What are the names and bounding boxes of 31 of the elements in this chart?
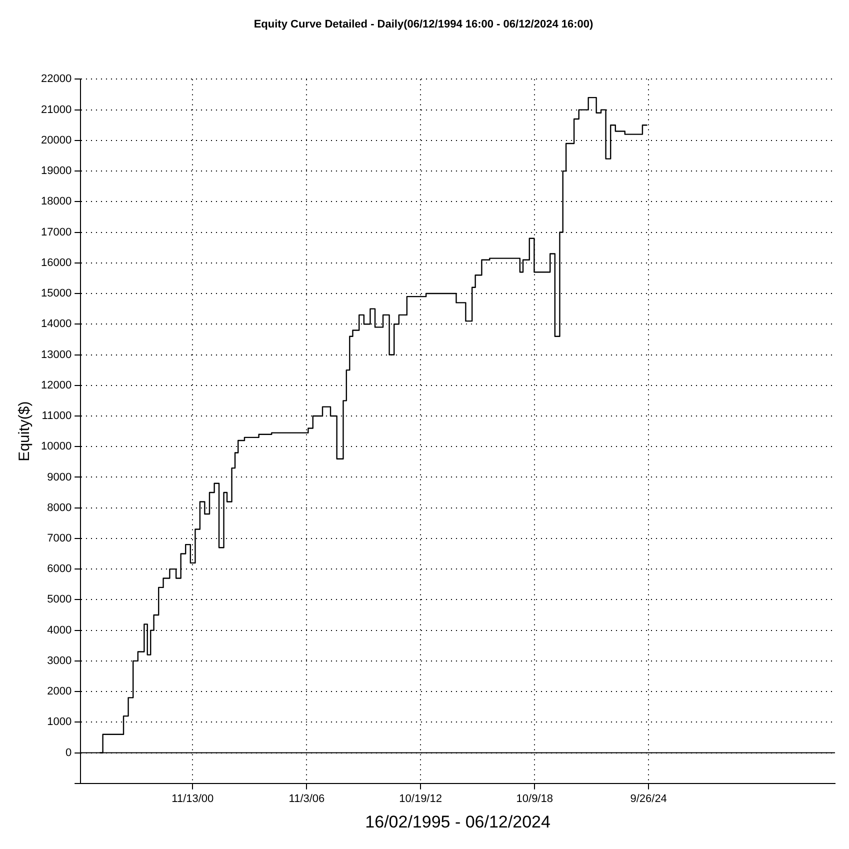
x-tick-label: 11/3/06: [288, 793, 325, 806]
x-tick-label: 11/13/00: [172, 793, 214, 806]
y-tick-label: 3000: [47, 654, 72, 667]
y-tick-label: 21000: [40, 104, 72, 116]
y-tick-label: 5000: [47, 594, 72, 606]
y-tick-label: 9000: [47, 471, 72, 484]
y-tick-label: 15000: [40, 288, 72, 300]
x-axis-title: 16/02/1995 - 06/12/2024: [365, 812, 550, 832]
x-tick-label: 10/9/18: [516, 793, 553, 806]
y-tick-label: 14000: [40, 318, 72, 330]
y-tick-label: 0: [65, 746, 72, 759]
y-tick-label: 19000: [40, 165, 72, 178]
y-tick-label: 6000: [47, 563, 72, 576]
y-tick-label: 13000: [40, 348, 72, 361]
y-axis-title: Equity($): [16, 401, 34, 462]
y-tick-label: 11000: [42, 410, 72, 422]
y-tick-label: 16000: [40, 256, 72, 269]
y-tick-label: 17000: [40, 226, 72, 238]
y-tick-label: 8000: [47, 502, 72, 514]
y-tick-label: 22000: [40, 73, 72, 86]
y-tick-label: 7000: [47, 532, 72, 544]
x-tick-label: 9/26/24: [630, 793, 667, 806]
y-tick-label: 18000: [40, 196, 72, 208]
y-tick-label: 10000: [40, 440, 72, 453]
y-tick-label: 2000: [47, 686, 72, 698]
chart-title: Equity Curve Detailed - Daily(06/12/1994 16:00 - 06/12/2024 16:00): [254, 18, 594, 31]
y-tick-label: 1000: [47, 716, 72, 728]
y-tick-label: 20000: [40, 134, 72, 146]
y-tick-label: 12000: [40, 379, 72, 392]
y-tick-label: 4000: [47, 624, 72, 636]
x-tick-label: 10/19/12: [399, 793, 442, 806]
